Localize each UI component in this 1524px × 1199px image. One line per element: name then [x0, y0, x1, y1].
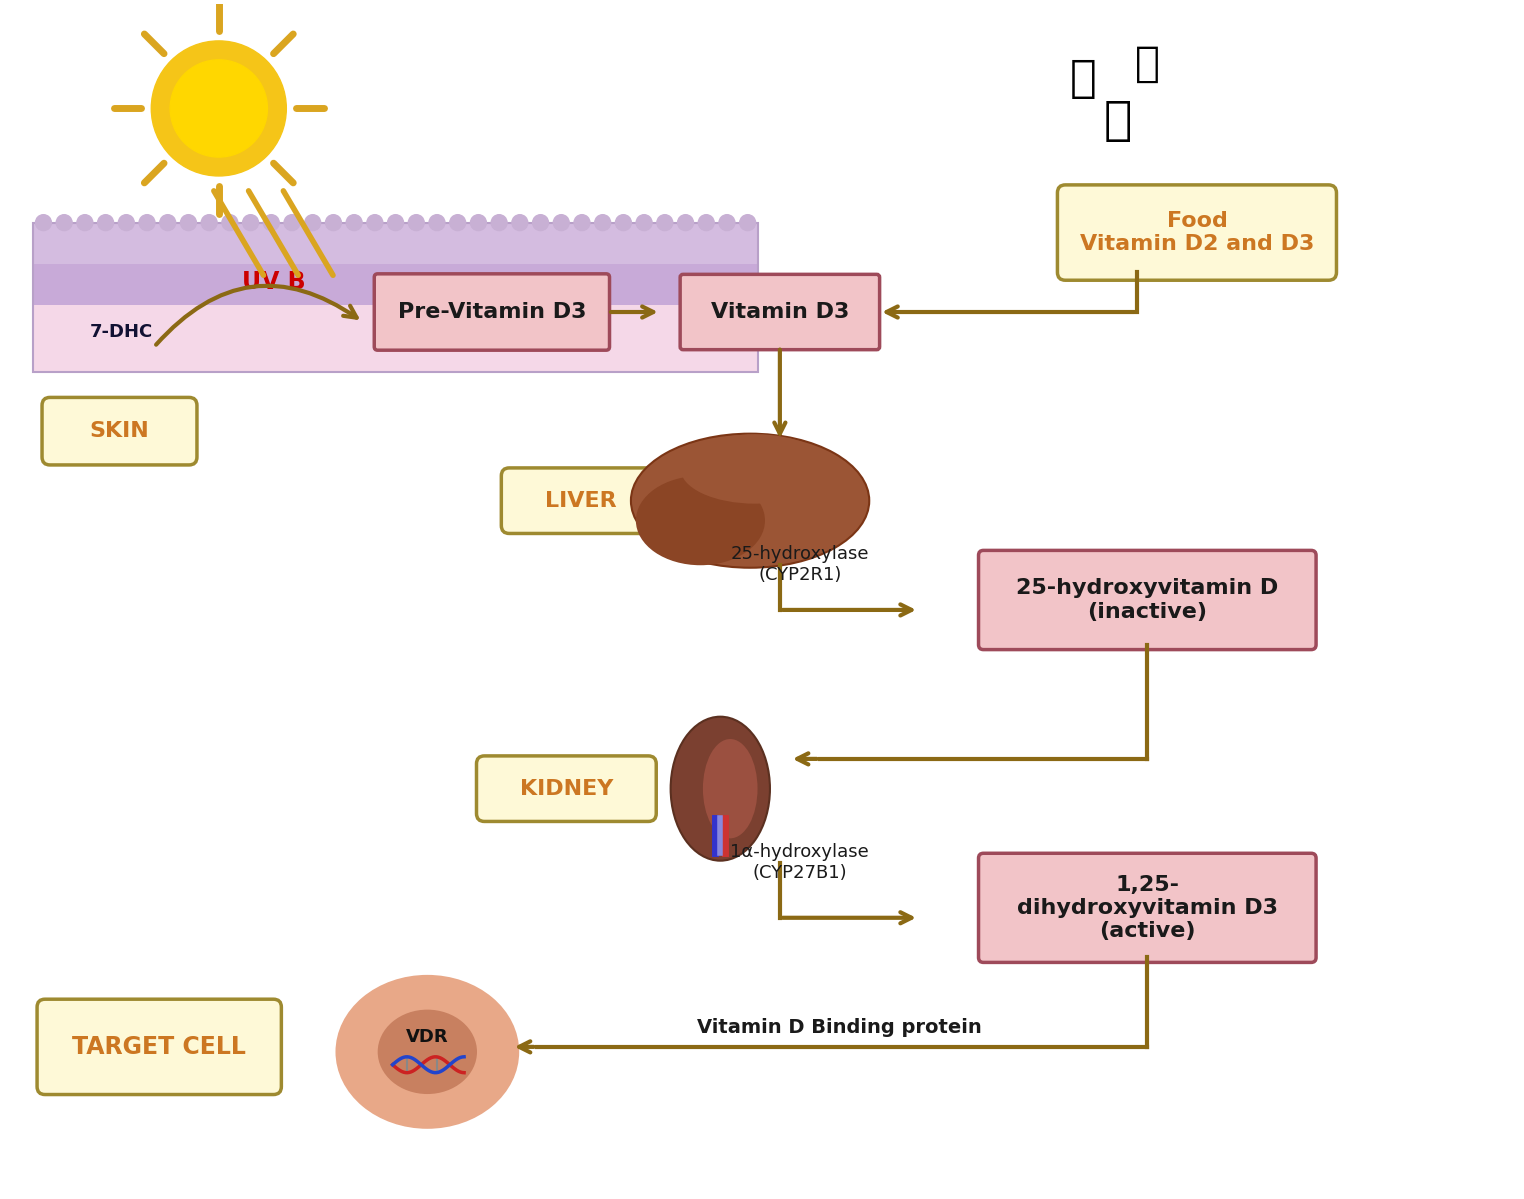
- Circle shape: [471, 215, 486, 230]
- Circle shape: [305, 215, 320, 230]
- Bar: [34, 305, 757, 372]
- Circle shape: [739, 215, 756, 230]
- Circle shape: [346, 215, 363, 230]
- Circle shape: [450, 215, 466, 230]
- Text: TARGET CELL: TARGET CELL: [72, 1035, 247, 1059]
- Circle shape: [698, 215, 715, 230]
- Circle shape: [201, 215, 216, 230]
- Ellipse shape: [671, 717, 770, 861]
- Text: UV B: UV B: [242, 270, 305, 294]
- Circle shape: [678, 215, 693, 230]
- Circle shape: [242, 215, 259, 230]
- Circle shape: [367, 215, 383, 230]
- Ellipse shape: [681, 434, 829, 504]
- Circle shape: [151, 41, 287, 176]
- Text: 25-hydroxylase
(CYP2R1): 25-hydroxylase (CYP2R1): [730, 546, 869, 584]
- Circle shape: [408, 215, 424, 230]
- Text: Vitamin D Binding protein: Vitamin D Binding protein: [696, 1018, 981, 1036]
- Circle shape: [326, 215, 341, 230]
- FancyBboxPatch shape: [477, 755, 657, 821]
- FancyBboxPatch shape: [37, 999, 282, 1095]
- Bar: [34, 223, 757, 264]
- FancyBboxPatch shape: [43, 397, 197, 465]
- Text: 7-DHC: 7-DHC: [90, 323, 152, 341]
- Ellipse shape: [636, 476, 765, 565]
- Text: LIVER: LIVER: [546, 490, 617, 511]
- Text: 🐟: 🐟: [1103, 98, 1132, 144]
- Circle shape: [56, 215, 72, 230]
- Circle shape: [283, 215, 300, 230]
- Circle shape: [491, 215, 507, 230]
- Text: 1,25-
dihydroxyvitamin D3
(active): 1,25- dihydroxyvitamin D3 (active): [1017, 874, 1277, 941]
- FancyBboxPatch shape: [978, 550, 1317, 650]
- Bar: [34, 264, 757, 305]
- Circle shape: [512, 215, 527, 230]
- Circle shape: [719, 215, 735, 230]
- Circle shape: [171, 60, 267, 157]
- FancyBboxPatch shape: [375, 273, 610, 350]
- Circle shape: [657, 215, 672, 230]
- Ellipse shape: [631, 434, 869, 567]
- Circle shape: [636, 215, 652, 230]
- Ellipse shape: [378, 1010, 477, 1093]
- Circle shape: [98, 215, 114, 230]
- Circle shape: [139, 215, 155, 230]
- FancyBboxPatch shape: [501, 468, 661, 534]
- Text: VDR: VDR: [405, 1028, 448, 1046]
- Text: Pre-Vitamin D3: Pre-Vitamin D3: [398, 302, 587, 323]
- Circle shape: [180, 215, 197, 230]
- FancyBboxPatch shape: [680, 275, 879, 350]
- Text: SKIN: SKIN: [90, 421, 149, 441]
- Circle shape: [35, 215, 52, 230]
- Text: KIDNEY: KIDNEY: [520, 778, 613, 799]
- Circle shape: [594, 215, 611, 230]
- Circle shape: [119, 215, 134, 230]
- Text: 🥛: 🥛: [1070, 58, 1096, 101]
- Text: 🍳: 🍳: [1135, 43, 1160, 85]
- Circle shape: [532, 215, 549, 230]
- FancyBboxPatch shape: [978, 854, 1317, 963]
- Text: Vitamin D3: Vitamin D3: [710, 302, 849, 323]
- Bar: [34, 223, 757, 372]
- Circle shape: [553, 215, 568, 230]
- Circle shape: [76, 215, 93, 230]
- Circle shape: [575, 215, 590, 230]
- Circle shape: [387, 215, 404, 230]
- Circle shape: [616, 215, 631, 230]
- Text: Food
Vitamin D2 and D3: Food Vitamin D2 and D3: [1081, 211, 1314, 254]
- Ellipse shape: [335, 975, 520, 1128]
- Circle shape: [160, 215, 175, 230]
- Circle shape: [430, 215, 445, 230]
- Text: 25-hydroxyvitamin D
(inactive): 25-hydroxyvitamin D (inactive): [1017, 578, 1279, 621]
- FancyBboxPatch shape: [1058, 185, 1337, 281]
- Ellipse shape: [703, 739, 757, 838]
- Circle shape: [264, 215, 279, 230]
- Text: 1α-hydroxylase
(CYP27B1): 1α-hydroxylase (CYP27B1): [730, 843, 869, 882]
- Circle shape: [223, 215, 238, 230]
